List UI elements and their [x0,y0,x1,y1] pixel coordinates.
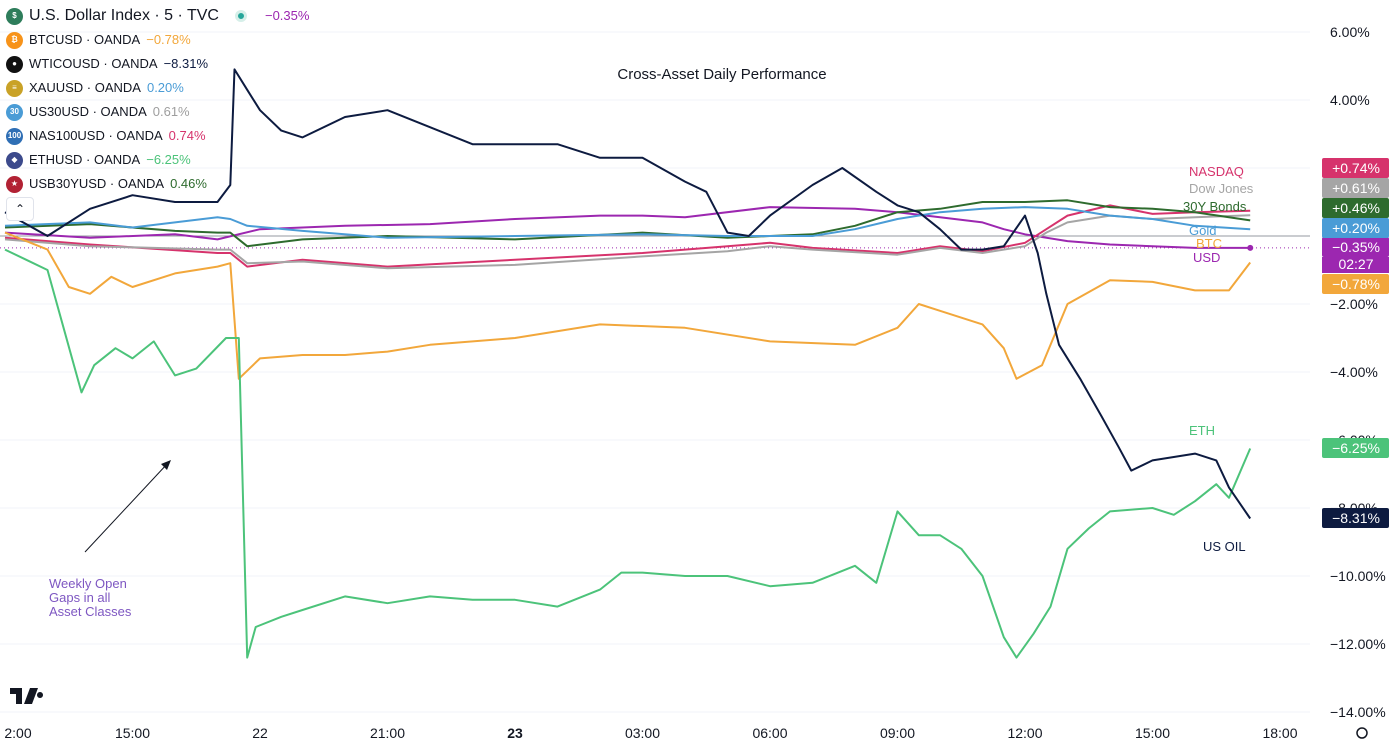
legend-symbol-name: ETHUSD · OANDA [29,152,141,167]
series-line-usd [4,206,1251,249]
y-tick-label: −2.00% [1330,296,1378,312]
legend-row[interactable]: ≡ XAUUSD · OANDA 0.20% [6,76,309,100]
legend-symbol-change: −0.78% [146,32,191,47]
y-tick-label: 4.00% [1330,92,1370,108]
x-tick-label: 21:00 [370,725,405,741]
series-line-dow-jones [4,214,1251,270]
bitcoin-icon: ₿ [6,31,23,49]
legend-main-change: −0.35% [264,8,310,23]
x-tick-label: 15:00 [1135,725,1170,741]
series-line-eth [4,248,1252,659]
legend-symbol-name: XAUUSD · OANDA [29,80,141,95]
x-tick-label: 15:00 [115,725,150,741]
series-name-label: Gold [1189,223,1216,238]
annotation-text: Asset Classes [49,604,132,619]
chevron-up-icon: ⌃ [14,202,26,216]
value-tag-text: −0.78% [1332,276,1380,292]
legend-row[interactable]: ₿ BTCUSD · OANDA −0.78% [6,28,309,52]
value-tag [1322,508,1389,528]
series-line-us-oil [4,68,1252,520]
series-name-label: BTC [1196,236,1222,251]
oil-drop-icon: ● [6,55,23,73]
legend: $ U.S. Dollar Index · 5 · TVC −0.35% ₿ BT… [6,4,309,196]
usd-endpoint-dot [1247,244,1254,251]
chart-title: Cross-Asset Daily Performance [617,66,826,83]
value-tag-text: +0.74% [1332,160,1380,176]
x-tick-label: 03:00 [625,725,660,741]
value-tag [1322,158,1389,178]
legend-symbol-name: USB30YUSD · OANDA [29,176,165,191]
legend-symbol-change: −8.31% [163,56,209,71]
countdown-text: 02:27 [1338,256,1373,272]
countdown-tag [1322,257,1389,273]
series-name-label: ETH [1189,423,1215,438]
x-tick-label: 18:00 [1262,725,1297,741]
series-line-btc [4,231,1251,380]
series-name-label: NASDAQ [1189,164,1244,179]
legend-symbol-change: 0.46% [170,176,207,191]
annotation-arrowhead [161,460,171,470]
value-tag [1322,438,1389,458]
legend-symbol-change: −6.25% [146,152,191,167]
legend-main-row[interactable]: $ U.S. Dollar Index · 5 · TVC −0.35% [6,4,309,28]
settings-gear-icon[interactable] [1356,727,1368,739]
legend-symbol-name: US30USD · OANDA [29,104,147,119]
value-tag-text: +0.61% [1332,180,1380,196]
legend-symbol-name: NAS100USD · OANDA [29,128,163,143]
us30-icon: 30 [6,103,23,121]
legend-symbol-change: 0.20% [146,80,184,95]
value-tag [1322,218,1389,238]
series-name-label: US OIL [1203,539,1246,554]
y-tick-label: −10.00% [1330,568,1386,584]
y-tick-label: 6.00% [1330,24,1370,40]
us-flag-icon: ★ [6,175,23,193]
legend-symbol-change: 0.61% [152,104,190,119]
series-name-label: Dow Jones [1189,181,1254,196]
legend-items: ₿ BTCUSD · OANDA −0.78% ● WTICOUSD · OANDA −8… [6,28,309,196]
collapse-legend-button[interactable]: ⌃ [6,197,34,221]
legend-row[interactable]: ◆ ETHUSD · OANDA −6.25% [6,148,309,172]
value-tag [1322,178,1389,198]
series-line-nasdaq [4,204,1251,268]
value-tag-text: +0.20% [1332,220,1380,236]
legend-symbol-name: BTCUSD · OANDA [29,32,141,47]
legend-symbol-change: 0.74% [168,128,206,143]
value-tag [1322,198,1389,218]
value-tag [1322,274,1389,294]
x-tick-label: 12:00 [1007,725,1042,741]
value-tag-text: −0.35% [1332,239,1380,255]
x-tick-label: 22 [252,725,268,741]
y-tick-label: −4.00% [1330,364,1378,380]
legend-main-name: U.S. Dollar Index · 5 · TVC [29,7,219,24]
legend-row[interactable]: 100 NAS100USD · OANDA 0.74% [6,124,309,148]
nas100-icon: 100 [6,127,23,145]
gold-bars-icon: ≡ [6,79,23,97]
annotation-text: Weekly Open [49,576,127,591]
series-name-label: USD [1193,250,1220,265]
annotation-arrow-line [84,462,169,553]
x-tick-label: 09:00 [880,725,915,741]
value-tag [1322,237,1389,257]
annotation-text: Gaps in all [49,590,111,605]
legend-symbol-name: WTICOUSD · OANDA [29,56,158,71]
market-status-icon [234,10,247,22]
series-name-label: 30Y Bonds [1183,199,1247,214]
legend-row[interactable]: ★ USB30YUSD · OANDA 0.46% [6,172,309,196]
value-tag-text: −8.31% [1332,510,1380,526]
series-line-gold [4,206,1251,239]
series-line-30y-bonds [4,199,1251,248]
y-tick-label: −14.00% [1330,704,1386,720]
tradingview-logo-icon [10,688,44,704]
dollar-icon: $ [6,7,23,25]
value-tag-text: −6.25% [1332,440,1380,456]
x-tick-label: 2:00 [4,725,31,741]
x-tick-label: 06:00 [752,725,787,741]
ethereum-icon: ◆ [6,151,23,169]
legend-row[interactable]: ● WTICOUSD · OANDA −8.31% [6,52,309,76]
x-tick-label: 23 [507,725,523,741]
value-tag-text: +0.46% [1332,200,1380,216]
legend-row[interactable]: 30 US30USD · OANDA 0.61% [6,100,309,124]
y-tick-label: −12.00% [1330,636,1386,652]
